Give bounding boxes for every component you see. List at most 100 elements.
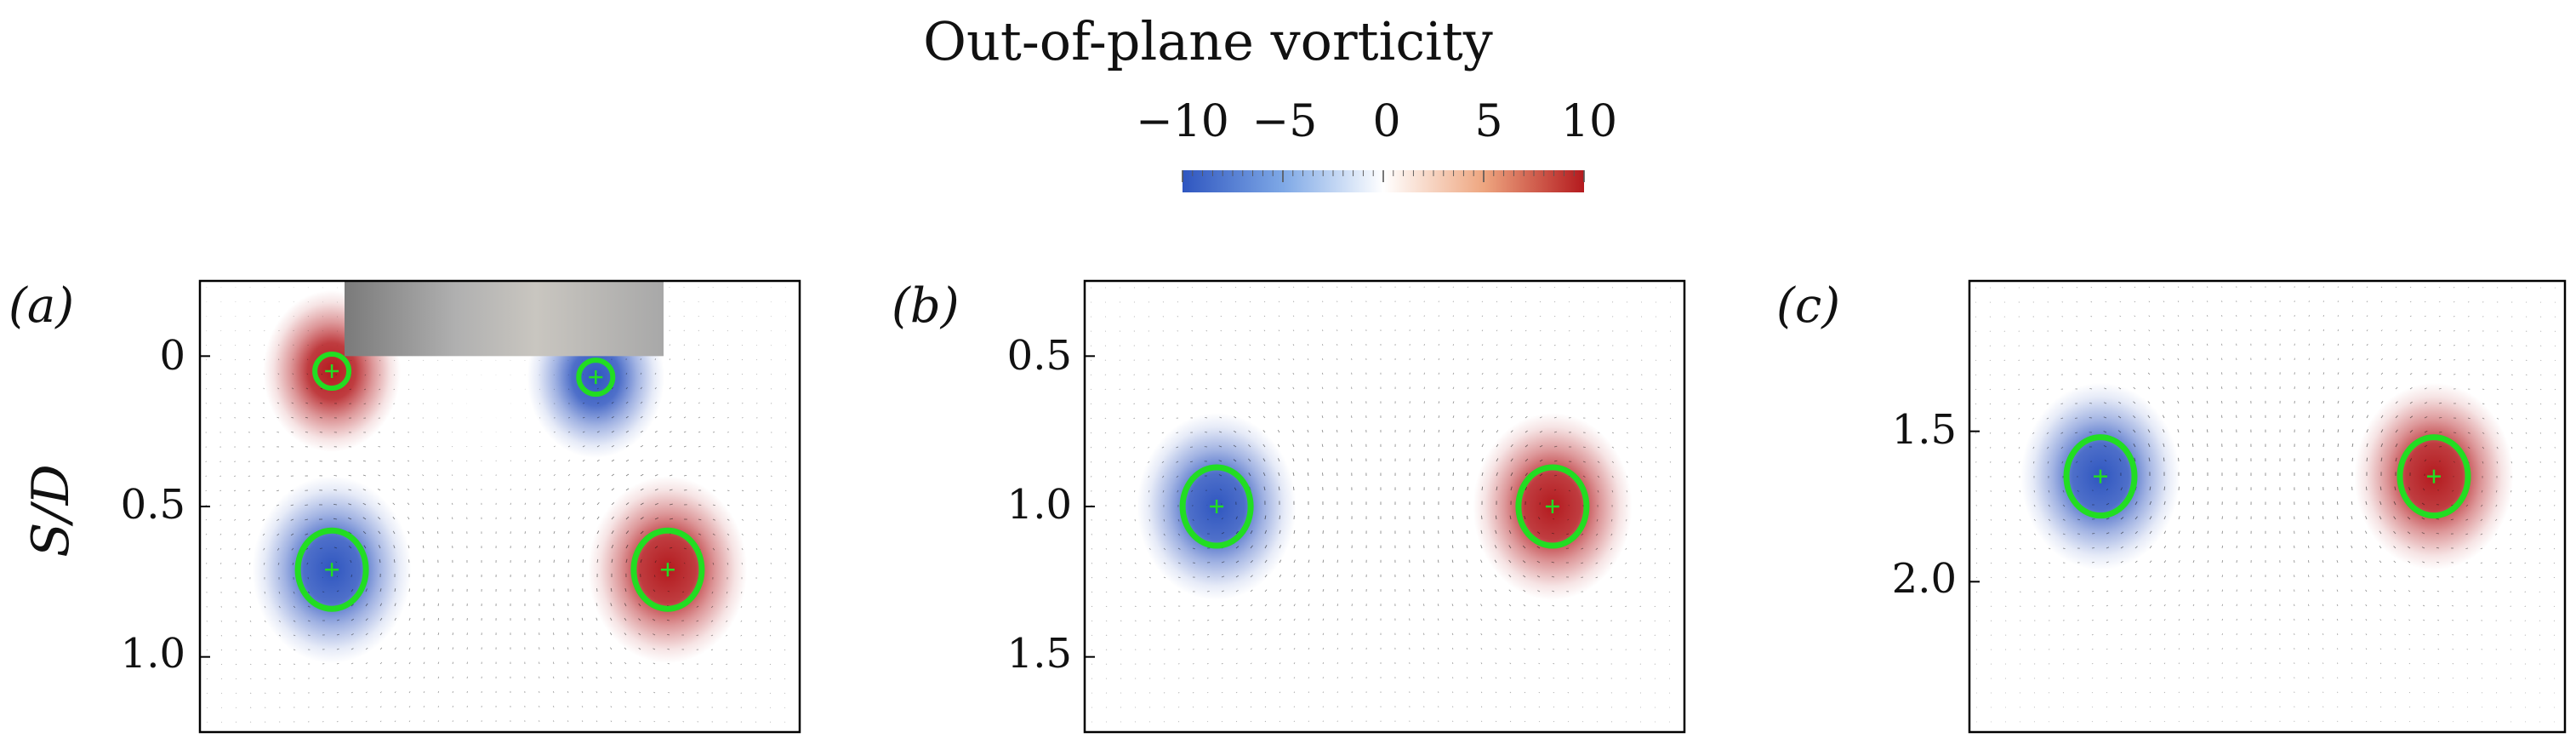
velocity-vector xyxy=(2366,487,2367,490)
velocity-vector xyxy=(2323,286,2324,288)
velocity-vector xyxy=(2077,649,2078,650)
velocity-vector xyxy=(756,330,757,331)
velocity-vector xyxy=(1453,472,1454,476)
velocity-vector xyxy=(756,374,757,375)
velocity-vector xyxy=(669,576,670,577)
y-tick-label: 0.5 xyxy=(1007,332,1072,380)
velocity-vector xyxy=(756,345,757,346)
velocity-vector xyxy=(1337,662,1338,664)
velocity-vector xyxy=(351,575,352,577)
velocity-vector xyxy=(2481,563,2482,564)
velocity-vector xyxy=(2482,389,2484,390)
velocity-vector xyxy=(1134,490,1135,492)
y-tick-label: 0 xyxy=(159,332,185,380)
velocity-vector xyxy=(2309,329,2310,331)
velocity-vector xyxy=(291,490,294,491)
velocity-vector xyxy=(250,693,251,694)
velocity-vector xyxy=(1423,619,1424,621)
velocity-vector xyxy=(1322,472,1323,476)
velocity-vector xyxy=(2077,692,2078,693)
velocity-vector xyxy=(1192,287,1193,288)
velocity-vector xyxy=(770,693,771,694)
velocity-vector xyxy=(220,345,221,346)
panel-c: (c) 1.5 2.0 xyxy=(1776,278,2565,732)
colorbar: Out-of-plane vorticity −10 −5 0 5 10 xyxy=(923,10,1617,192)
velocity-vector xyxy=(510,489,511,490)
velocity-vector xyxy=(1423,633,1424,635)
velocity-vector xyxy=(1423,575,1424,577)
y-tick-label: 1.0 xyxy=(1007,481,1072,529)
velocity-vector xyxy=(1091,635,1092,636)
velocity-vector xyxy=(2322,516,2323,519)
velocity-vector xyxy=(207,707,208,708)
velocity-vector xyxy=(1424,373,1425,375)
velocity-vector xyxy=(1279,516,1280,519)
velocity-vector xyxy=(2092,547,2094,548)
y-tick-label: 1.5 xyxy=(1007,630,1072,678)
velocity-vector xyxy=(1148,403,1149,404)
velocity-vector xyxy=(1336,344,1337,346)
velocity-vector xyxy=(206,345,207,346)
velocity-vector xyxy=(1569,374,1570,375)
panel-b-yticks: 0.5 1.0 1.5 xyxy=(1007,332,1072,678)
velocity-vector xyxy=(1322,301,1323,302)
y-tick-label: 2.0 xyxy=(1892,555,1957,603)
velocity-vector xyxy=(756,476,758,477)
velocity-vector xyxy=(2221,315,2222,317)
velocity-vector xyxy=(1438,545,1439,548)
panel-b-plot xyxy=(1085,281,1684,732)
panel-a-plot xyxy=(200,281,800,732)
velocity-vector xyxy=(1669,635,1670,636)
velocity-vector xyxy=(2453,316,2455,317)
panel-label: (c) xyxy=(1776,278,1840,334)
velocity-vector xyxy=(2453,330,2455,331)
velocity-vector xyxy=(2222,531,2223,534)
velocity-vector xyxy=(1424,387,1425,389)
velocity-vector xyxy=(2338,444,2339,447)
velocity-vector xyxy=(525,531,526,534)
panel-a: (a) 0 0.5 1.0 xyxy=(9,278,800,732)
velocity-vector xyxy=(1336,444,1337,447)
velocity-vector xyxy=(1482,487,1483,490)
velocity-vector xyxy=(2164,487,2165,490)
velocity-vector xyxy=(2309,415,2310,418)
velocity-vector xyxy=(1453,287,1454,288)
velocity-vector xyxy=(1192,301,1193,302)
panel-label: (b) xyxy=(892,278,960,334)
velocity-vector xyxy=(2309,344,2310,346)
velocity-vector xyxy=(1481,516,1482,519)
velocity-vector xyxy=(742,330,743,331)
velocity-vector xyxy=(1976,606,1977,607)
velocity-vector xyxy=(567,618,568,621)
velocity-vector xyxy=(2308,531,2309,534)
velocity-vector xyxy=(2034,577,2036,578)
colorbar-tick-label: −10 xyxy=(1136,96,1229,147)
velocity-vector xyxy=(320,548,322,549)
velocity-vector xyxy=(1337,560,1338,563)
velocity-vector xyxy=(2452,634,2453,635)
velocity-vector xyxy=(2510,490,2511,492)
velocity-vector xyxy=(2308,604,2309,606)
velocity-vector xyxy=(2452,620,2453,621)
y-tick-label: 0.5 xyxy=(121,481,185,529)
velocity-vector xyxy=(2178,458,2179,461)
panel-c-plot xyxy=(1969,281,2565,732)
velocity-vector xyxy=(305,505,308,506)
velocity-vector xyxy=(1641,389,1642,390)
velocity-vector xyxy=(236,606,237,608)
velocity-vector xyxy=(365,360,366,361)
velocity-vector xyxy=(2308,619,2309,621)
velocity-vector xyxy=(2077,663,2078,664)
velocity-vector xyxy=(582,604,583,606)
velocity-vector xyxy=(393,446,395,447)
panel-a-yticks: 0 0.5 1.0 xyxy=(121,332,185,678)
velocity-vector xyxy=(333,489,337,490)
panel-c-yticks: 1.5 2.0 xyxy=(1892,406,1957,603)
velocity-vector xyxy=(1626,519,1627,521)
velocity-vector xyxy=(2222,633,2223,635)
velocity-vector xyxy=(770,606,771,608)
velocity-vector xyxy=(1452,721,1453,722)
velocity-vector xyxy=(756,316,757,317)
panel-label: (a) xyxy=(9,278,74,334)
velocity-vector xyxy=(553,720,554,722)
